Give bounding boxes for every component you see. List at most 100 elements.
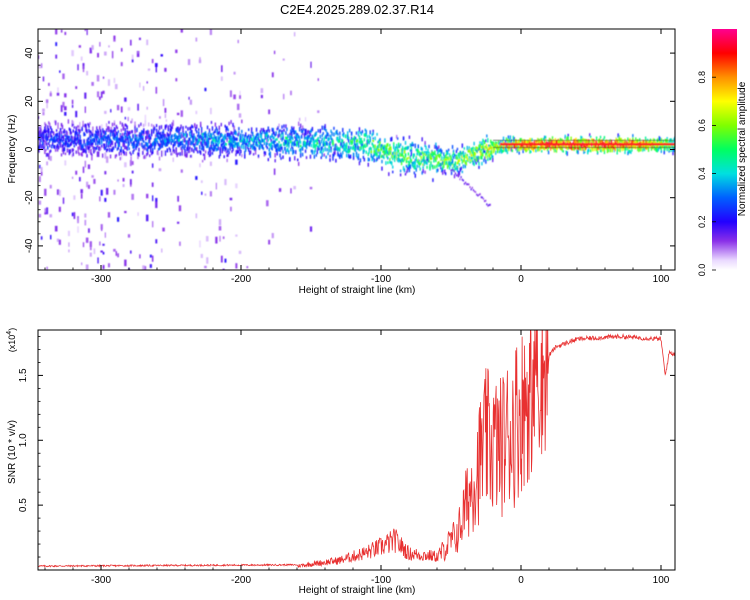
- spectrogram-cell: [209, 29, 213, 35]
- spectrogram-cell: [264, 136, 267, 140]
- spectrogram-cell: [72, 140, 74, 145]
- spectrogram-cell: [173, 143, 175, 147]
- spectrogram-cell: [73, 136, 75, 139]
- spectrogram-cell: [58, 137, 61, 142]
- spectrogram-cell: [64, 160, 67, 166]
- spectrogram-cell: [43, 133, 45, 138]
- spectrogram-cell: [452, 168, 454, 171]
- spectrogram-cell: [508, 144, 511, 148]
- spectrogram-cell: [195, 37, 198, 42]
- spectrogram-cell: [69, 149, 72, 154]
- spectrogram-cell: [136, 143, 138, 148]
- spectrogram-cell: [119, 137, 122, 142]
- spectrogram-cell: [414, 173, 416, 178]
- spectrogram-cell: [265, 134, 268, 137]
- spectrogram-cell: [78, 129, 80, 133]
- spectrogram-cell: [486, 143, 488, 147]
- spectrogram-cell: [367, 157, 369, 162]
- spectrogram-cell: [49, 150, 51, 154]
- spectrogram-cell: [84, 29, 87, 31]
- spectrogram-cell: [123, 132, 125, 136]
- spectrogram-cell: [142, 123, 145, 128]
- spectrogram-cell: [295, 134, 297, 138]
- spectrogram-cell: [291, 142, 293, 147]
- snr-ylabel: SNR (10 * v/v): [7, 420, 18, 484]
- spectrogram-cell: [496, 148, 499, 151]
- spectrogram-cell: [521, 146, 523, 150]
- spectrogram-cell: [379, 151, 381, 155]
- spectrogram-cell: [210, 141, 213, 146]
- spectrogram-cell: [658, 136, 661, 141]
- spectrogram-cell: [169, 128, 171, 131]
- spectrogram-cell: [399, 169, 402, 173]
- spectrogram-cell: [266, 135, 269, 140]
- spectrogram-cell: [212, 141, 215, 144]
- spectrogram-cell: [589, 140, 591, 144]
- spectrogram-cell: [47, 145, 49, 149]
- spectrogram-cell: [148, 135, 150, 142]
- spectrogram-cell: [629, 139, 631, 143]
- spectrogram-cell: [136, 50, 140, 57]
- spectrogram-cell: [178, 205, 182, 212]
- spectrogram-cell: [313, 154, 316, 159]
- spectrogram-cell: [300, 136, 303, 139]
- spectrogram-cell: [184, 137, 186, 143]
- spectrogram-cell: [481, 153, 483, 156]
- spectrogram-cell: [612, 147, 614, 151]
- spectrogram-cell: [545, 144, 548, 149]
- spectrogram-cell: [141, 132, 143, 136]
- spectrogram-cell: [177, 144, 179, 147]
- spectrogram-cell: [50, 138, 52, 141]
- spectrogram-cell: [92, 145, 94, 150]
- spectrogram-cell: [142, 265, 145, 270]
- spectrogram-cell: [559, 146, 562, 150]
- spectrogram-cell: [456, 147, 459, 151]
- spectrogram-x-tick-label: -300: [91, 274, 111, 285]
- spectrogram-cell: [56, 92, 60, 96]
- spectrogram-cell: [381, 159, 383, 164]
- spectrogram-cell: [526, 144, 528, 148]
- spectrogram-cell: [159, 136, 162, 140]
- spectrogram-cell: [328, 142, 330, 147]
- spectrogram-cell: [204, 141, 207, 147]
- spectrogram-cell: [173, 138, 175, 142]
- spectrogram-cell: [230, 130, 232, 135]
- spectrogram-cell: [121, 136, 123, 140]
- spectrogram-cell: [309, 154, 312, 159]
- spectrogram-cell: [58, 206, 61, 212]
- spectrogram-cell: [310, 61, 312, 68]
- spectrogram-cell: [395, 143, 398, 149]
- spectrogram-cell: [470, 147, 472, 152]
- spectrogram-cell: [265, 141, 268, 147]
- spectrogram-cell: [312, 138, 315, 141]
- spectrogram-cell: [214, 122, 217, 127]
- spectrogram-cell: [216, 147, 219, 151]
- spectrogram-cell: [486, 203, 488, 206]
- spectrogram-cell: [161, 144, 164, 148]
- spectrogram-cell: [128, 135, 130, 139]
- spectrogram-cell: [175, 150, 177, 155]
- spectrogram-cell: [202, 138, 205, 143]
- spectrogram-cell: [46, 142, 48, 146]
- spectrogram-cell: [566, 146, 568, 150]
- spectrogram-cell: [182, 131, 184, 135]
- spectrogram-cell: [209, 132, 212, 138]
- spectrogram-cell: [324, 146, 326, 152]
- spectrogram-cell: [235, 131, 237, 136]
- spectrogram-cell: [341, 138, 343, 143]
- spectrogram-cell: [287, 141, 289, 145]
- spectrogram-cell: [115, 124, 118, 129]
- spectrogram-cell: [380, 147, 382, 151]
- spectrogram-cell: [372, 155, 374, 160]
- spectrogram-cell: [283, 142, 285, 146]
- spectrogram-cell: [541, 140, 543, 143]
- spectrogram-cell: [60, 131, 63, 135]
- spectrogram-cell: [318, 144, 320, 148]
- spectrogram-cell: [239, 147, 241, 151]
- spectrogram-cell: [279, 144, 281, 149]
- spectrogram-cell: [288, 143, 290, 148]
- spectrogram-cell: [638, 147, 640, 153]
- spectrogram-cell: [482, 151, 484, 155]
- spectrogram-cell: [485, 145, 487, 148]
- spectrogram-cell: [621, 147, 623, 152]
